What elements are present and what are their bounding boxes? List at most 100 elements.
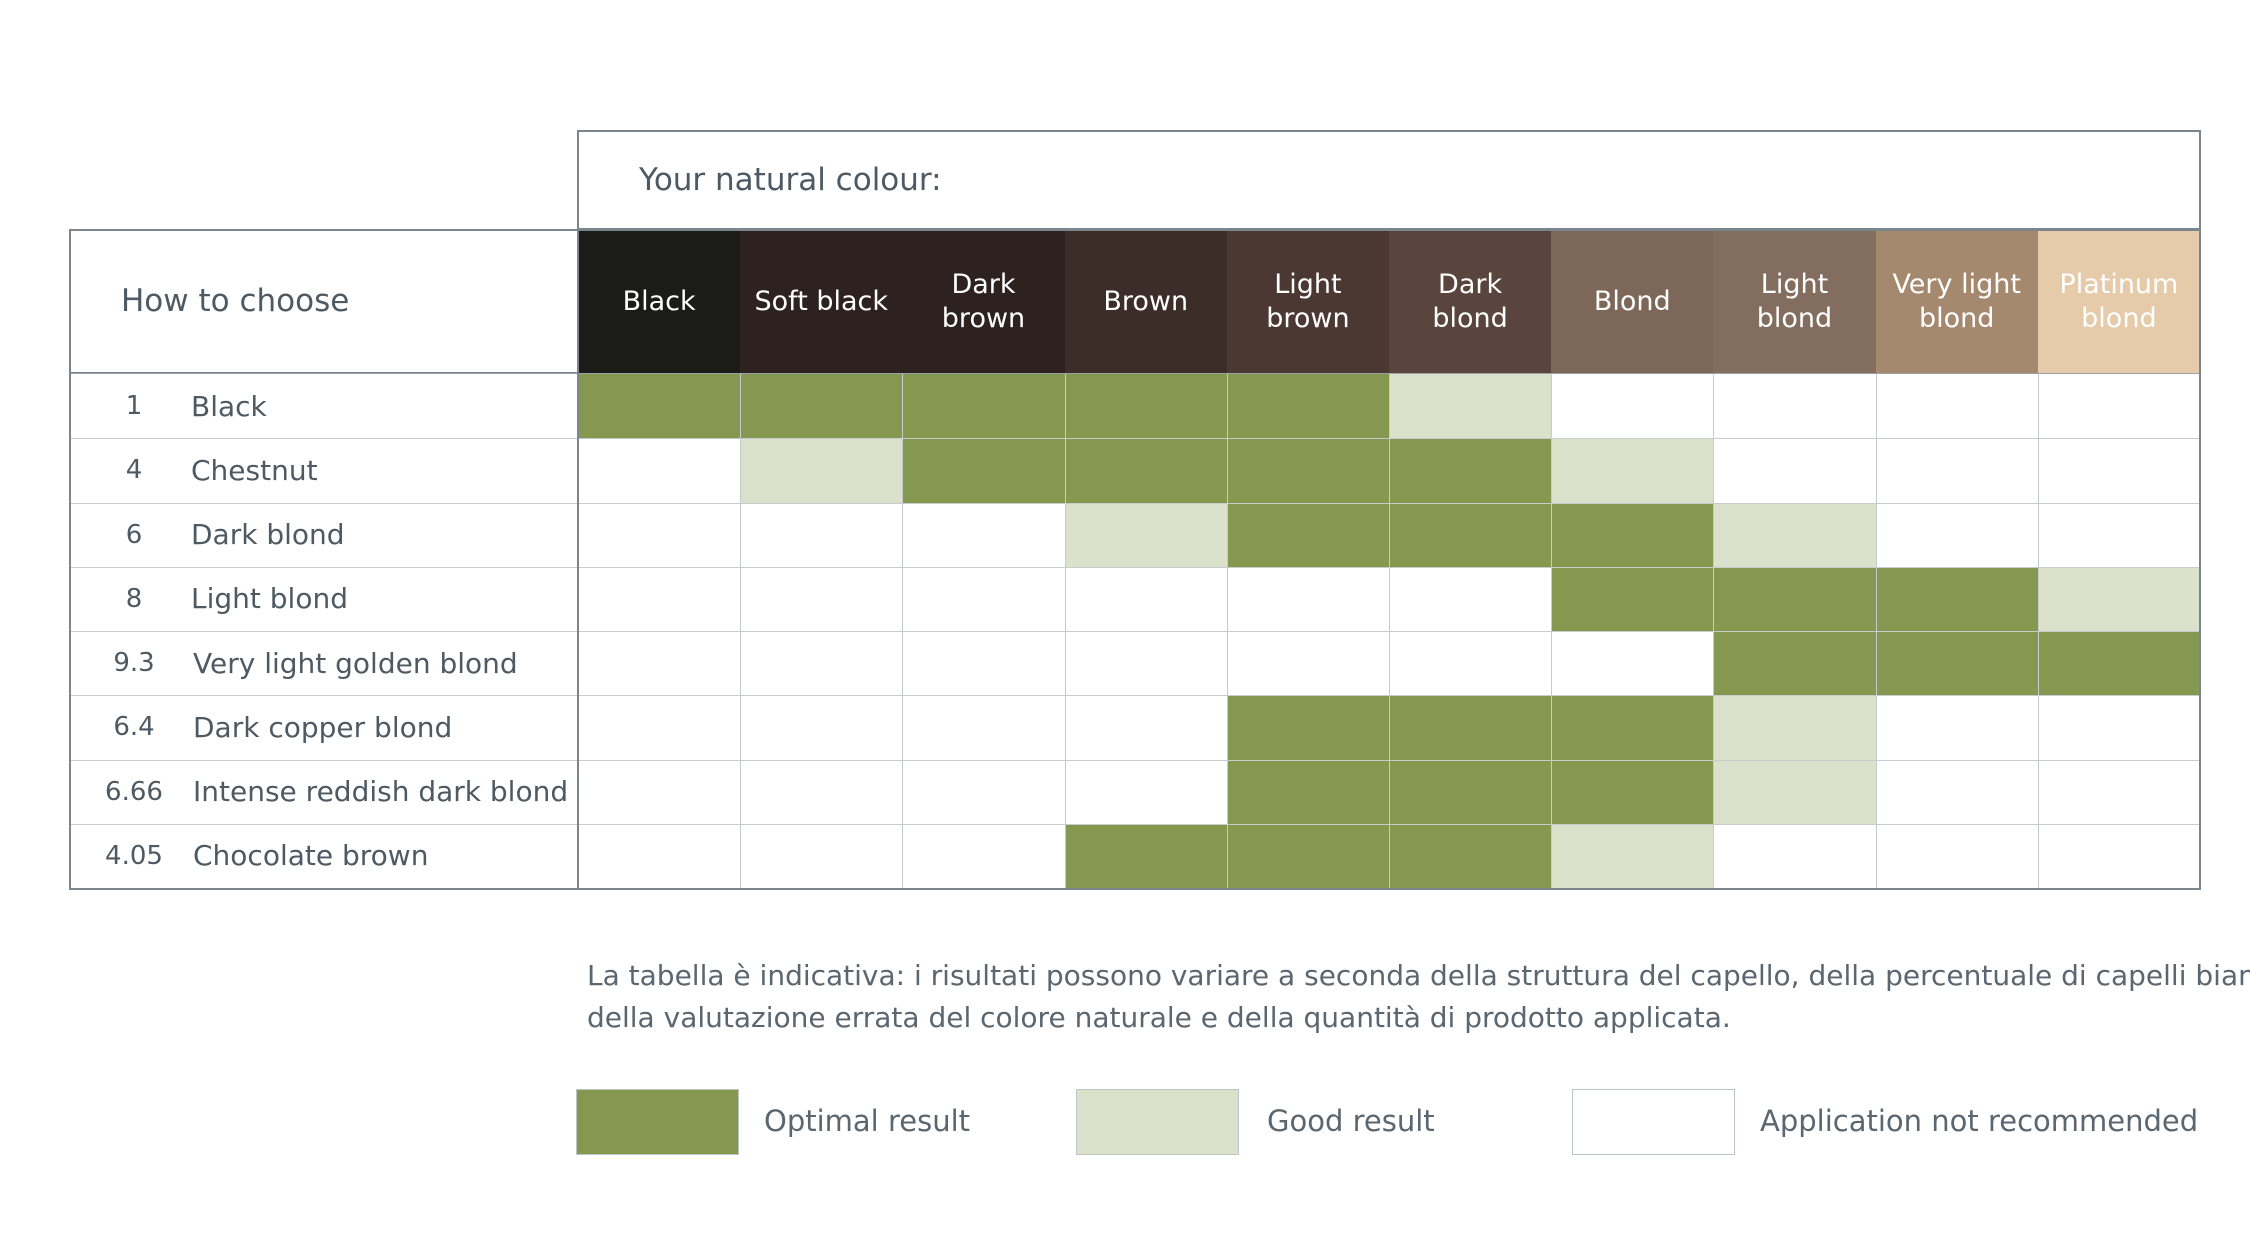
result-cell [902, 438, 1065, 503]
colour-header-light-brown: Light brown [1226, 230, 1389, 373]
colour-header-light-blond: Light blond [1713, 230, 1876, 373]
result-cell [2037, 631, 2200, 696]
result-cell [1064, 759, 1227, 824]
disclaimer-line-2: della valutazione errata del colore natu… [587, 1001, 1731, 1034]
result-cell [1875, 502, 2038, 567]
result-cell [902, 759, 1065, 824]
result-cell [2037, 823, 2200, 888]
disclaimer-line-1: La tabella è indicativa: i risultati pos… [587, 959, 2250, 992]
left-column-divider [577, 229, 579, 890]
row-divider [70, 503, 2200, 504]
result-cell [1064, 823, 1227, 888]
legend-swatch-good [1076, 1089, 1239, 1155]
result-cell [1713, 823, 1876, 888]
row-divider [70, 438, 2200, 439]
dye-number: 1 [125, 391, 143, 422]
legend-label-not-recommended: Application not recommended [1760, 1104, 2199, 1138]
result-cell [1551, 502, 1714, 567]
result-cell [1551, 374, 1714, 439]
result-cell [1551, 438, 1714, 503]
result-cell [1551, 631, 1714, 696]
colour-header-soft-black: Soft black [740, 230, 903, 373]
row-divider [70, 760, 2200, 761]
result-cell [578, 759, 741, 824]
result-cell [578, 631, 741, 696]
row-divider [70, 695, 2200, 696]
column-divider [1876, 374, 1877, 888]
dye-name: Black [191, 389, 267, 423]
result-cell [1875, 438, 2038, 503]
dye-name: Chestnut [191, 453, 318, 487]
colour-header-very-light-blond: Very light blond [1875, 230, 2038, 373]
result-cell [1064, 631, 1227, 696]
dye-number: 6 [125, 519, 143, 550]
result-cell [1713, 695, 1876, 760]
dye-number: 4 [125, 455, 143, 486]
result-cell [2037, 759, 2200, 824]
result-cell [578, 438, 741, 503]
column-divider [740, 374, 741, 888]
dye-name: Intense reddish dark blond [193, 775, 569, 809]
header-divider [70, 373, 2200, 374]
result-cell [1389, 759, 1552, 824]
dye-name: Chocolate brown [193, 839, 429, 873]
row-divider [70, 631, 2200, 632]
result-cell [1226, 823, 1389, 888]
result-cell [1713, 374, 1876, 439]
result-cell [1713, 566, 1876, 631]
result-cell [578, 566, 741, 631]
result-cell [578, 374, 741, 439]
colour-header-platinum-blond: Platinum blond [2037, 230, 2200, 373]
result-cell [1226, 695, 1389, 760]
column-divider [1227, 374, 1228, 888]
result-cell [902, 695, 1065, 760]
how-to-choose-label: How to choose [121, 283, 350, 319]
dye-name: Light blond [191, 582, 348, 616]
dye-name: Very light golden blond [193, 646, 518, 680]
result-cell [740, 759, 903, 824]
result-cell [1226, 759, 1389, 824]
dye-name: Dark blond [191, 518, 345, 552]
column-divider [1389, 374, 1390, 888]
result-cell [1389, 502, 1552, 567]
result-cell [740, 695, 903, 760]
result-cell [1226, 374, 1389, 439]
result-cell [740, 566, 903, 631]
column-divider [902, 374, 903, 888]
result-cell [1389, 566, 1552, 631]
result-cell [1551, 823, 1714, 888]
result-cell [902, 566, 1065, 631]
result-cell [1713, 502, 1876, 567]
colour-header-dark-brown: Dark brown [902, 230, 1065, 373]
result-cell [902, 502, 1065, 567]
result-cell [1226, 438, 1389, 503]
result-cell [1389, 438, 1552, 503]
row-divider [70, 824, 2200, 825]
result-cell [1875, 566, 2038, 631]
result-cell [1226, 566, 1389, 631]
result-cell [902, 374, 1065, 439]
colour-header-brown: Brown [1064, 230, 1227, 373]
result-cell [578, 695, 741, 760]
result-cell [1713, 631, 1876, 696]
column-divider [2038, 374, 2039, 888]
colour-header-black: Black [578, 230, 741, 373]
dye-number: 4.05 [105, 840, 163, 871]
result-cell [1551, 759, 1714, 824]
result-cell [1226, 631, 1389, 696]
legend-label-good: Good result [1267, 1104, 1435, 1138]
result-cell [902, 823, 1065, 888]
dye-number: 6.4 [113, 712, 155, 743]
result-cell [578, 502, 741, 567]
dye-number: 9.3 [113, 648, 155, 679]
result-cell [1875, 759, 2038, 824]
result-cell [740, 631, 903, 696]
result-cell [1713, 759, 1876, 824]
legend-swatch-not-recommended [1572, 1089, 1735, 1155]
result-cell [1551, 566, 1714, 631]
dye-number: 6.66 [105, 776, 163, 807]
result-cell [2037, 566, 2200, 631]
result-cell [2037, 695, 2200, 760]
result-cell [2037, 502, 2200, 567]
